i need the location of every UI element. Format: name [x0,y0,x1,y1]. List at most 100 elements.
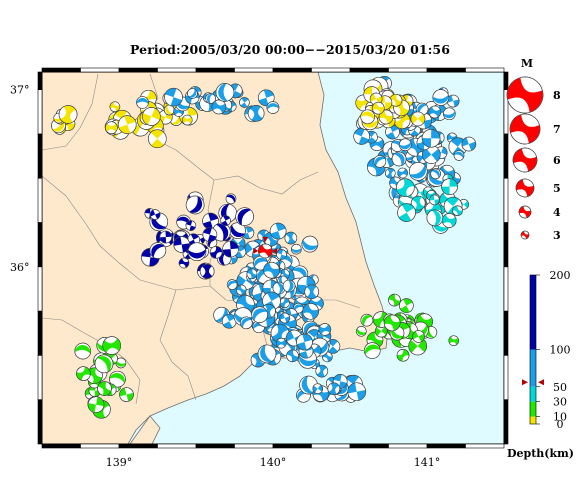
frame-segment [311,67,351,73]
focal-mechanism-ball [304,284,319,300]
focal-mechanism-ball [185,195,205,215]
frame-segment [465,443,505,449]
focal-mechanism-ball [235,284,247,296]
focal-mechanism-ball [136,96,149,109]
frame-segment [388,67,428,73]
depth-band [530,275,536,350]
focal-mechanism-ball [384,167,396,179]
focal-mechanism-ball [181,114,193,126]
focal-mechanism-ball [461,136,477,152]
depth-tick-label: 50 [553,381,567,394]
depth-scale-label: Depth(km) [507,447,574,460]
focal-mechanism-ball [220,215,231,226]
frame-segment [80,443,120,449]
frame-segment [41,67,81,73]
focal-mechanism-ball [148,129,167,149]
focal-mechanism-ball [185,220,197,231]
focal-mechanism-ball [412,330,425,343]
focal-mechanism-ball [397,167,408,179]
frame-segment [272,67,312,73]
frame-segment [503,222,509,268]
focal-mechanism-ball [87,396,105,413]
focal-mechanism-ball [378,109,394,125]
focal-mechanism-ball [421,129,441,148]
focal-mechanism-ball [356,325,367,337]
focal-mechanism-ball [76,366,91,381]
focal-mechanism-ball [149,209,161,220]
focal-mechanism-ball [263,261,280,279]
focal-mechanism-ball [222,240,239,258]
focal-mechanism-ball [372,101,385,115]
focal-mechanism-ball [430,168,441,180]
lat-tick-label: 36° [10,261,30,274]
focal-mechanism-ball [515,178,535,198]
frame-scale-bars [37,67,509,449]
focal-mechanism-ball [239,97,250,108]
frame-segment [41,443,81,449]
frame-segment [388,443,428,449]
focal-mechanism-ball [441,213,457,228]
focal-mechanism-ball [347,382,367,402]
focal-mechanism-ball [396,348,410,362]
focal-mechanism-ball [291,243,302,255]
frame-segment [118,67,158,73]
frame-segment [349,443,389,449]
magnitude-legend: M 8 7 6 5 4 3 [506,57,561,242]
peninsula [129,415,161,444]
focal-mechanism-ball [520,230,530,240]
depth-band [530,349,536,387]
focal-mechanism-ball [453,150,465,161]
focal-mechanism-ball [286,349,299,363]
focal-mechanism-ball [408,162,428,181]
frame-segment [426,67,466,73]
depth-arrow-left [522,379,528,386]
focal-mechanism-ball [429,194,440,206]
focal-mechanism-ball [410,111,426,127]
focal-mechanism-ball [428,105,442,119]
focal-mechanism-ball [396,178,415,197]
focal-mechanism-ball [246,268,258,280]
focal-mechanism-ball [509,113,541,145]
frame-segment [37,71,43,91]
focal-mechanism-ball [257,243,273,259]
focal-mechanism-ball [398,138,412,151]
focal-mechanism-ball [391,151,407,167]
depth-band [530,416,536,424]
focal-mechanism-ball [164,87,183,107]
magnitude-legend-label: 5 [553,182,561,195]
frame-segment [195,67,235,73]
focal-mechanism-ball [117,115,137,134]
focal-mechanism-ball [296,333,313,351]
focal-mechanism-ball [251,306,268,323]
focal-mechanism-ball [422,145,441,164]
focal-mechanism-ball [105,121,118,134]
focal-mechanism-ball [441,178,458,195]
page-title: Period:2005/03/20 00:00−−2015/03/20 01:5… [129,42,451,57]
main-event-marker [253,236,278,259]
focal-mechanism-ball [399,298,414,313]
focal-mechanism-ball [443,107,456,121]
magnitude-legend-label: 8 [553,89,561,102]
focal-mechanism-ball [315,364,329,378]
frame-segment [503,310,509,356]
depth-tick-label: 10 [553,411,567,424]
focal-mechanism-ball [388,293,401,307]
depth-tick-label: 0 [557,418,564,431]
focal-mechanism-ball [360,109,375,125]
focal-mechanism-ball [397,203,416,222]
focal-mechanism-ball [247,105,265,122]
frame-segment [426,443,466,449]
focal-mechanism-ball [229,222,246,239]
lon-tick-label: 140° [260,456,287,469]
depth-band [530,401,536,417]
focal-mechanism-ball [163,104,175,116]
frame-segment [503,177,509,223]
focal-mechanism-ball [432,89,450,106]
magnitude-legend-label: 7 [553,123,561,136]
frame-segment [195,443,235,449]
focal-mechanism-ball [275,337,287,349]
axis-tick-labels: 37° 36° 139° 140° 141° [10,84,440,469]
focal-mechanism-ball [518,205,532,219]
frame-segment [37,133,43,179]
